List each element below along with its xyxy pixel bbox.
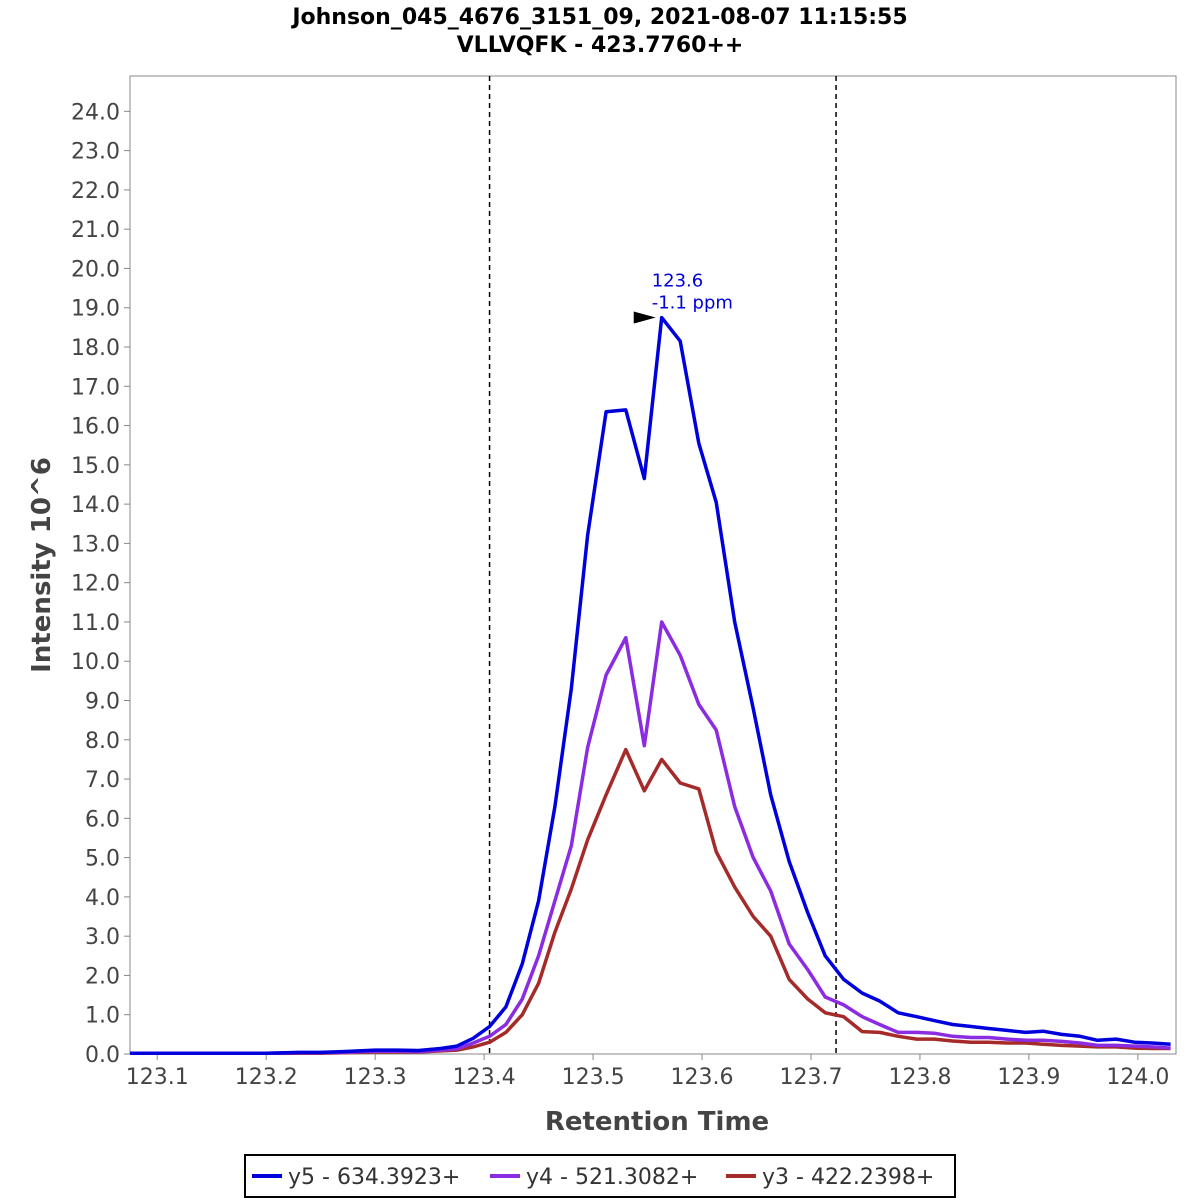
x-tick-label: 123.4 — [453, 1065, 516, 1090]
x-tick-label: 123.6 — [671, 1065, 734, 1090]
legend-label: y4 - 521.3082+ — [526, 1165, 698, 1190]
y-tick-label: 12.0 — [71, 572, 120, 597]
y-tick-label: 24.0 — [71, 100, 120, 125]
y-tick-label: 13.0 — [71, 532, 120, 557]
legend-box — [244, 1154, 956, 1198]
y-tick-label: 21.0 — [71, 218, 120, 243]
y-tick-label: 6.0 — [85, 807, 120, 832]
peak-boundaries — [488, 76, 837, 1054]
series-lines — [130, 315, 1171, 1055]
y-axis-title: Intensity 10^6 — [27, 457, 57, 673]
x-tick-label: 123.5 — [562, 1065, 625, 1090]
y-tick-label: 23.0 — [71, 140, 120, 165]
x-tick-label: 123.8 — [888, 1065, 951, 1090]
y-tick-label: 5.0 — [85, 847, 120, 872]
x-axis-title: Retention Time — [545, 1107, 769, 1137]
x-tick-label: 123.3 — [344, 1065, 407, 1090]
y-tick-label: 18.0 — [71, 336, 120, 361]
y-tick-label: 9.0 — [85, 690, 120, 715]
y-tick-label: 8.0 — [85, 729, 120, 754]
x-tick-label: 124.0 — [1106, 1065, 1169, 1090]
annotation-arrow — [633, 311, 656, 324]
x-axis: 123.1 123.2 123.3 123.4 123.5 123.6 123.7 123.8… — [126, 1054, 1169, 1090]
y-tick-label: 0.0 — [85, 1043, 120, 1068]
y-tick-label: 16.0 — [71, 415, 120, 440]
annotation-ppm-label: -1.1 ppm — [652, 293, 733, 314]
chart-subtitle: VLLVQFK - 423.7760++ — [457, 33, 744, 58]
y-tick-label: 10.0 — [71, 650, 120, 675]
series-line — [130, 315, 1171, 1055]
x-tick-label: 123.2 — [235, 1065, 298, 1090]
y-tick-label: 17.0 — [71, 375, 120, 400]
y-tick-label: 19.0 — [71, 297, 120, 322]
y-axis: 0.0 1.0 2.0 3.0 4.0 5.0 6.0 7.0 8.0 9.0 10.0 11.0 12… — [71, 100, 130, 1068]
y-tick-label: 1.0 — [85, 1004, 120, 1029]
y-tick-label: 4.0 — [85, 886, 120, 911]
x-tick-label: 123.7 — [779, 1065, 842, 1090]
y-tick-label: 15.0 — [71, 454, 120, 479]
annotation-rt-label: 123.6 — [652, 271, 704, 292]
legend-label: y5 - 634.3923+ — [288, 1165, 460, 1190]
legend-label: y3 - 422.2398+ — [762, 1165, 934, 1190]
peak-annotation: 123.6 -1.1 ppm — [633, 271, 733, 324]
y-tick-label: 20.0 — [71, 257, 120, 282]
y-tick-label: 11.0 — [71, 611, 120, 636]
y-tick-label: 2.0 — [85, 964, 120, 989]
chart-title: Johnson_045_4676_3151_09, 2021-08-07 11:… — [290, 5, 907, 30]
y-tick-label: 3.0 — [85, 925, 120, 950]
y-tick-label: 7.0 — [85, 768, 120, 793]
x-tick-label: 123.1 — [126, 1065, 189, 1090]
legend: y5 - 634.3923+ y4 - 521.3082+ y3 - 422.239… — [244, 1154, 956, 1198]
y-tick-label: 14.0 — [71, 493, 120, 518]
x-tick-label: 123.9 — [997, 1065, 1060, 1090]
plot-area — [129, 75, 1177, 1055]
y-tick-label: 22.0 — [71, 179, 120, 204]
